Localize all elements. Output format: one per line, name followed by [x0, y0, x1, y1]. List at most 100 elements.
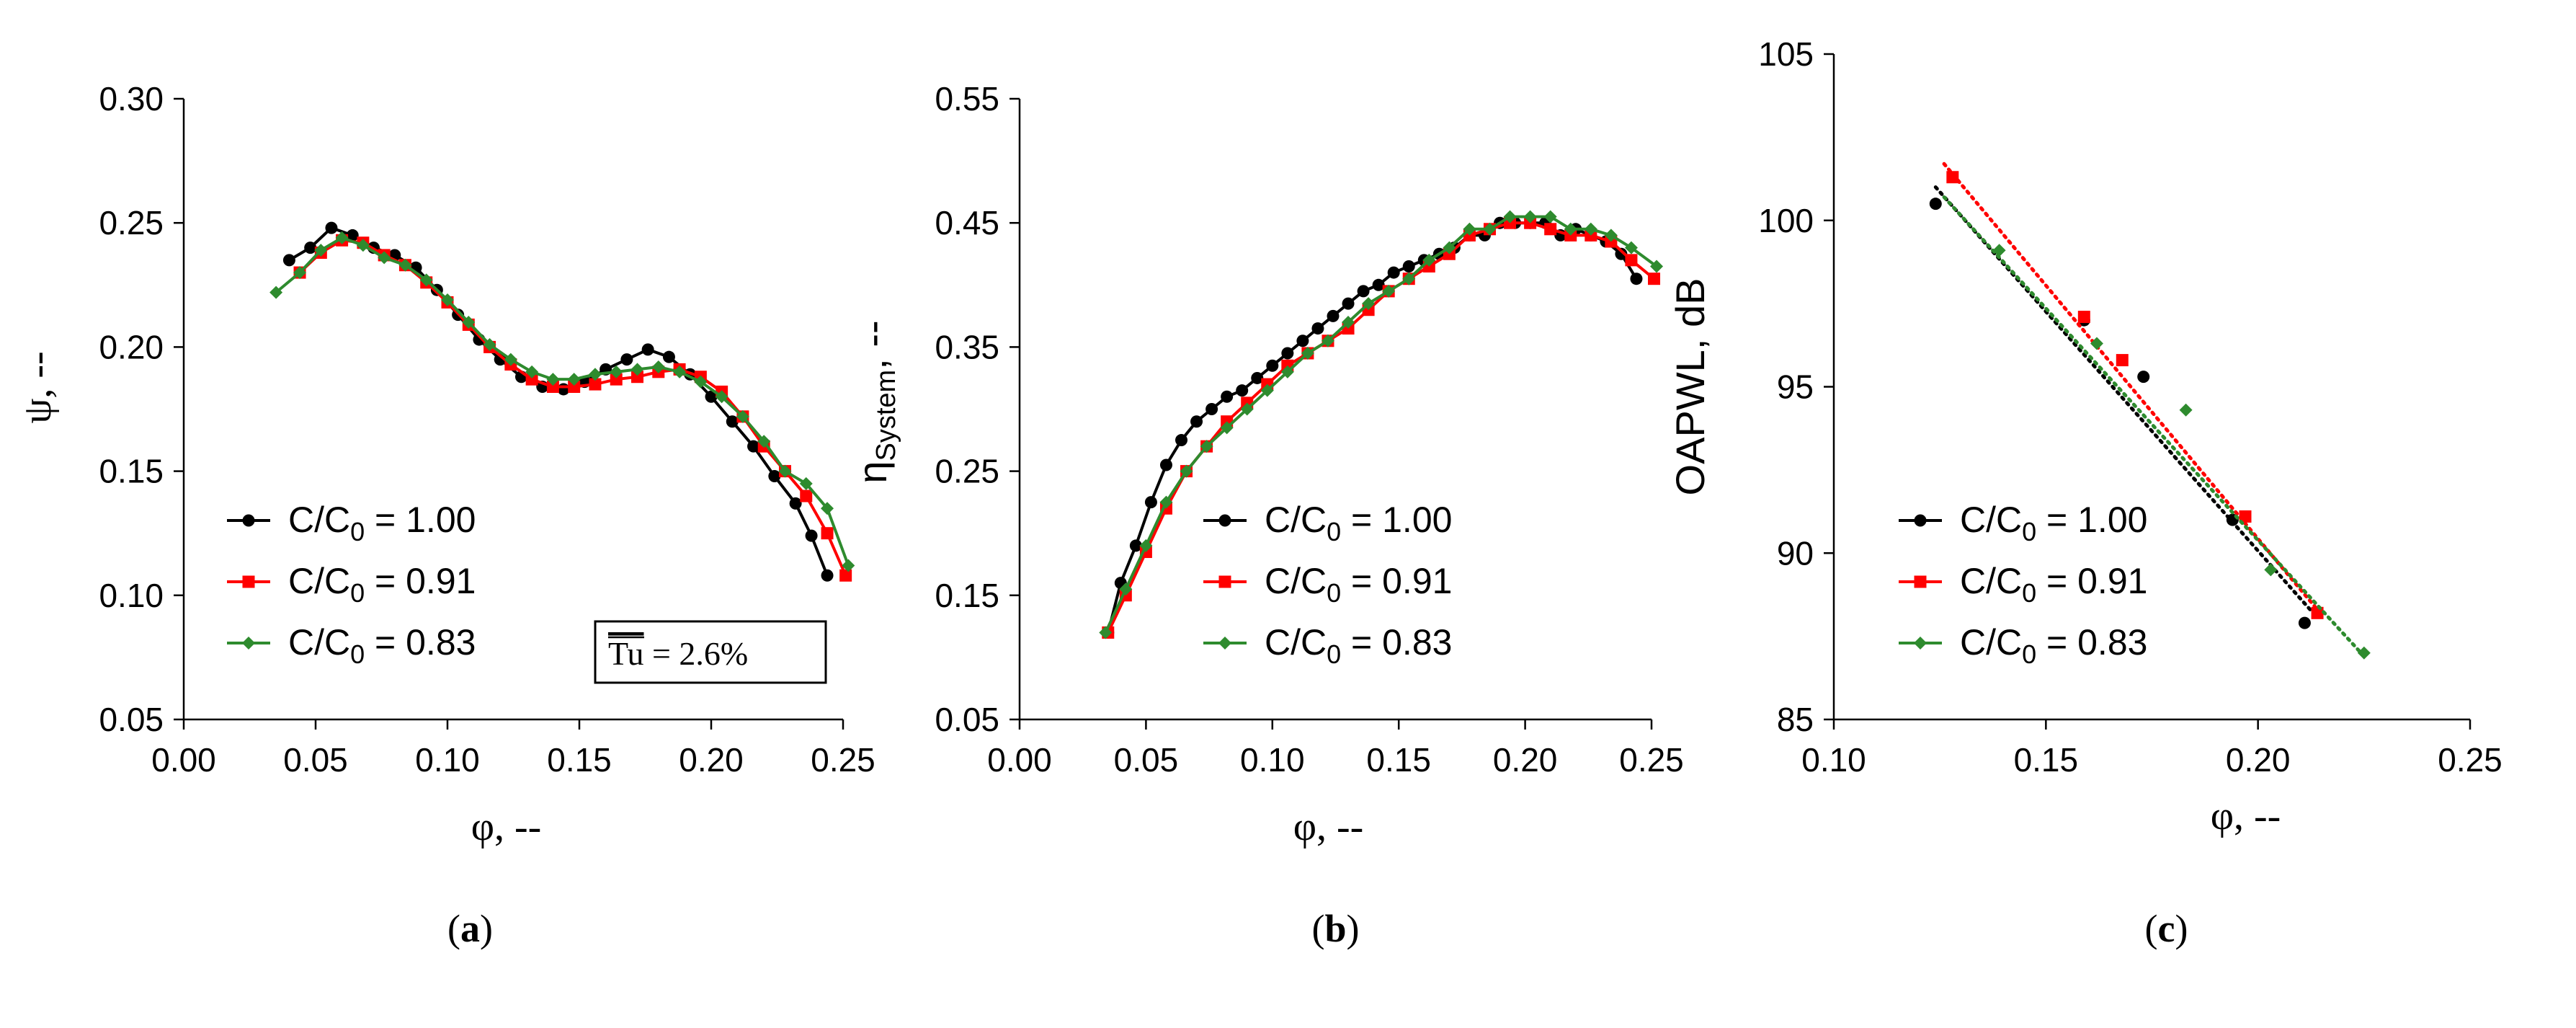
panel-label-letter: b	[1324, 907, 1346, 950]
x-axis-label: φ, --	[2211, 794, 2281, 838]
legend-subscript: 0	[1327, 578, 1341, 608]
data-point	[462, 315, 476, 329]
data-point	[747, 440, 760, 453]
data-point	[1311, 322, 1324, 335]
data-point	[1402, 260, 1415, 272]
y-tick-label: 0.05	[99, 701, 164, 738]
data-point	[1584, 222, 1597, 236]
x-tick-label: 0.15	[1366, 741, 1431, 779]
data-point	[1625, 254, 1638, 267]
data-point	[1402, 272, 1416, 285]
x-tick-label: 0.20	[679, 741, 744, 779]
series-3	[1942, 195, 2371, 660]
y-tick-label: 0.15	[935, 577, 999, 614]
data-point	[630, 363, 644, 376]
legend-entry: C/C0 = 1.00	[1265, 500, 1452, 546]
data-point	[1220, 421, 1234, 435]
data-point	[1327, 309, 1340, 322]
legend-subscript: 0	[2022, 639, 2036, 669]
legend-subscript: 0	[2022, 517, 2036, 546]
y-tick-label: 90	[1777, 534, 1814, 572]
series-line	[1104, 215, 1658, 634]
legend-text: = 1.00	[2036, 500, 2147, 540]
data-point	[588, 368, 602, 381]
data-point	[557, 383, 570, 396]
data-point	[1301, 347, 1314, 360]
y-tick-label: 105	[1758, 35, 1814, 73]
data-point	[325, 221, 338, 234]
data-point	[705, 390, 718, 403]
y-axis-label-tail: , --	[850, 320, 895, 369]
annotation-frame	[594, 620, 827, 684]
series-line	[275, 236, 850, 567]
data-point	[1946, 171, 1959, 184]
x-tick-label: 0.10	[415, 741, 480, 779]
legend-marker	[1914, 514, 1927, 527]
data-point	[546, 381, 559, 394]
legend-text: = 0.83	[2036, 622, 2147, 663]
legend-marker	[242, 637, 255, 650]
legend-entry: C/C0 = 0.91	[1265, 561, 1452, 608]
legend-text: = 0.91	[2036, 561, 2147, 601]
legend-marker	[1218, 637, 1231, 650]
x-tick-label: 0.25	[1619, 741, 1684, 779]
legend-text: C/C	[288, 500, 350, 540]
x-axis-label: φ, --	[1293, 805, 1364, 849]
legend: C/C0 = 1.00C/C0 = 0.91C/C0 = 0.83	[1899, 500, 2147, 669]
y-tick-label: 95	[1777, 368, 1814, 406]
data-point	[1544, 223, 1557, 236]
x-tick-label: 0.15	[547, 741, 612, 779]
y-axis-label: ψ, --	[15, 351, 60, 423]
data-point	[398, 258, 412, 272]
data-point	[293, 266, 307, 280]
data-point	[651, 360, 665, 373]
data-point	[1205, 403, 1218, 415]
data-point	[1615, 247, 1628, 260]
data-point	[1175, 434, 1188, 447]
data-point	[1483, 222, 1497, 236]
legend-text: C/C	[1960, 622, 2022, 663]
data-point	[1523, 210, 1537, 223]
legend-text: = 1.00	[1341, 500, 1452, 540]
data-point	[335, 231, 349, 244]
data-point	[378, 251, 391, 265]
chart-panel-a: 0.00 0.05 0.10 0.15 0.20 0.250.050.100.150.20…	[15, 80, 875, 950]
data-point	[1099, 626, 1113, 639]
panel-label-letter: a	[460, 907, 480, 950]
data-point	[269, 285, 283, 299]
data-point	[1443, 241, 1456, 254]
legend-subscript: 0	[350, 639, 365, 669]
annotation-box: Tu = 2.6%	[594, 620, 827, 684]
legend-marker	[1914, 575, 1927, 588]
data-point	[1422, 253, 1436, 267]
data-point	[1139, 539, 1153, 552]
data-point	[2090, 337, 2103, 350]
y-tick-label: 0.10	[99, 577, 164, 614]
data-point	[1564, 222, 1577, 236]
legend-marker	[1218, 514, 1231, 527]
data-point	[610, 365, 623, 378]
data-point	[1543, 210, 1557, 223]
data-point	[620, 353, 633, 366]
annotation-overbar: Tu	[608, 635, 643, 672]
data-point	[525, 373, 538, 386]
data-point	[2179, 403, 2193, 417]
data-point	[1266, 359, 1279, 372]
y-axis-label: OAPWL, dB	[1667, 278, 1713, 496]
data-point	[1240, 402, 1254, 416]
legend-text: = 0.91	[1341, 561, 1452, 601]
data-point	[441, 293, 454, 306]
data-point	[1929, 198, 1942, 211]
data-point	[1650, 260, 1664, 273]
annotation-value: = 2.6%	[643, 635, 748, 672]
y-tick-label: 0.15	[99, 453, 164, 490]
x-tick-label: 0.05	[283, 741, 348, 779]
y-axis-label-main: η	[850, 461, 895, 483]
y-tick-label: 0.30	[99, 80, 164, 118]
data-point	[2116, 354, 2129, 367]
y-tick-label: 0.20	[99, 328, 164, 365]
data-point	[1648, 272, 1661, 285]
x-axis-label: φ, --	[471, 805, 542, 849]
data-point	[1296, 334, 1309, 347]
